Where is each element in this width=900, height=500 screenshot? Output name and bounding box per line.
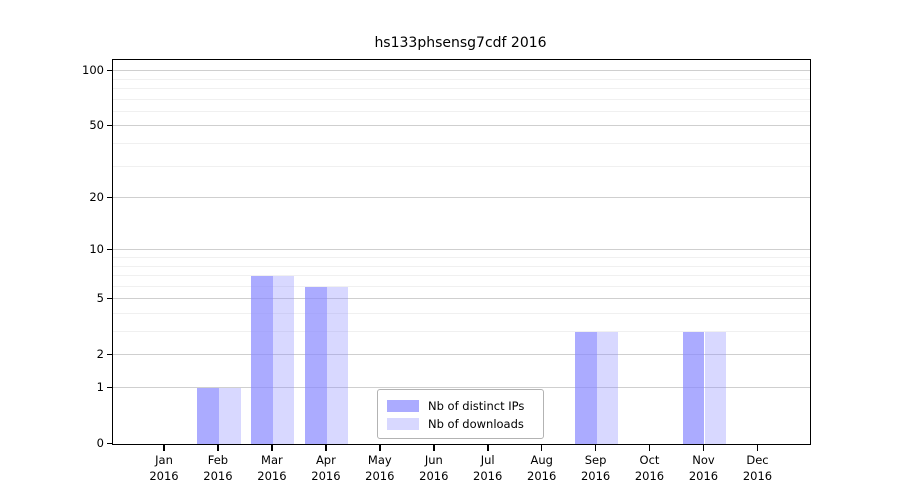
x-tick-mark-aug [540,444,543,451]
gridline-y-70 [113,98,810,100]
chart-title: hs133phsensg7cdf 2016 [374,35,547,51]
x-tick-label-mar: Mar 2016 [257,453,287,483]
gridline-y-5 [113,298,810,300]
y-tick-mark-2 [107,353,112,356]
x-tick-label-oct: Oct 2016 [634,453,665,483]
gridline-y-20 [113,197,810,199]
x-tick-label-nov: Nov 2016 [688,453,719,483]
legend-swatch-distinct-ips [387,400,419,412]
x-tick-mark-may [379,444,381,451]
x-tick-label-aug: Aug 2016 [527,453,557,483]
gridline-y-50 [113,125,810,127]
gridline-y-8 [113,265,810,267]
x-tick-mark-dec [756,444,759,451]
y-tick-mark-0 [107,442,112,444]
x-tick-label-jul: Jul 2016 [473,453,503,483]
y-tick-label-20: 20 [89,190,104,205]
gridline-y-1 [113,387,810,388]
legend-swatch-downloads [387,418,419,430]
y-tick-mark-5 [107,297,112,300]
gridline-y-9 [113,257,810,258]
x-tick-mark-apr [325,444,327,451]
legend: Nb of distinct IPs Nb of downloads [377,389,544,439]
gridline-y-7 [113,275,810,276]
gridline-y-4 [113,313,810,314]
x-tick-label-jan: Jan 2016 [149,453,179,483]
gridline-y-2 [113,354,810,356]
x-tick-mark-jan [163,444,165,451]
x-tick-label-may: May 2016 [365,453,395,483]
x-tick-mark-feb [217,444,219,451]
x-tick-mark-oct [648,444,651,451]
legend-item-downloads: Nb of downloads [387,415,534,433]
x-tick-mark-jun [433,444,435,451]
y-tick-mark-20 [107,196,112,199]
gridline-y-100 [113,70,810,72]
y-tick-label-5: 5 [96,291,104,306]
bar-downloads-sep [596,332,619,444]
gridline-y-90 [113,78,810,80]
legend-label-downloads: Nb of downloads [428,417,524,431]
y-tick-label-10: 10 [89,242,104,257]
bar-downloads-apr [326,286,349,444]
y-tick-label-2: 2 [96,347,104,362]
plot-area: Nb of distinct IPs Nb of downloads [112,59,811,445]
gridline-y-80 [113,88,810,89]
x-tick-label-sep: Sep 2016 [580,453,611,483]
y-tick-label-1: 1 [96,380,104,394]
bar-distinct-ips-sep [575,332,597,444]
y-tick-mark-100 [107,69,112,72]
gridline-y-40 [113,143,810,144]
bar-downloads-feb [219,388,241,444]
x-tick-label-dec: Dec 2016 [742,453,773,483]
bar-distinct-ips-apr [305,286,327,444]
gridline-y-3 [113,331,810,332]
y-tick-label-50: 50 [89,118,104,133]
bar-distinct-ips-nov [682,332,705,444]
gridline-y-60 [113,110,810,112]
y-tick-label-100: 100 [82,63,104,78]
legend-label-distinct-ips: Nb of distinct IPs [428,399,525,413]
x-tick-mark-sep [594,444,597,451]
bar-downloads-nov [704,332,727,444]
legend-item-distinct-ips: Nb of distinct IPs [387,397,534,415]
bar-distinct-ips-feb [197,388,219,444]
gridline-y-10 [113,249,810,251]
y-tick-mark-10 [107,248,112,251]
y-tick-mark-1 [107,386,112,388]
gridline-y-30 [113,165,810,167]
gridline-y-6 [113,285,810,287]
y-tick-mark-50 [107,124,112,127]
x-tick-label-jun: Jun 2016 [419,453,449,483]
x-tick-label-feb: Feb 2016 [203,453,233,483]
x-tick-mark-jul [487,444,489,451]
y-tick-label-0: 0 [96,436,104,450]
bar-downloads-mar [272,276,295,444]
x-tick-mark-mar [271,444,273,451]
bar-distinct-ips-mar [251,276,273,444]
x-tick-label-apr: Apr 2016 [311,453,341,483]
x-tick-mark-nov [702,444,705,451]
